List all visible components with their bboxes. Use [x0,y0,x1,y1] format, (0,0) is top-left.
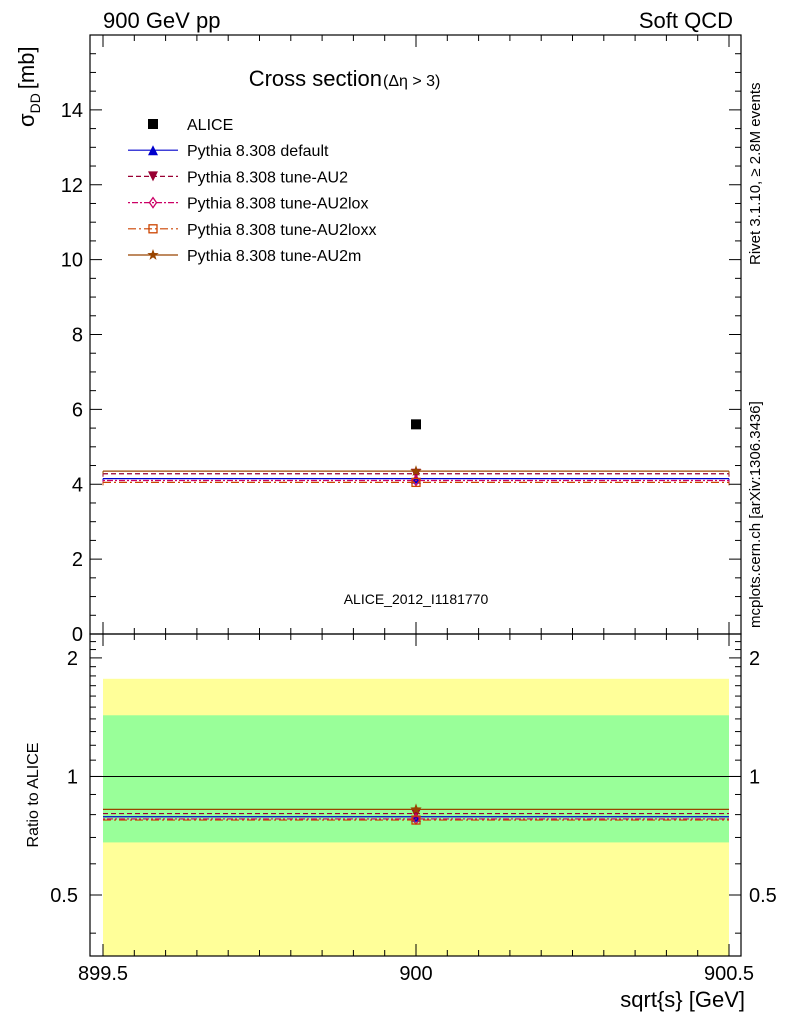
legend-marker [148,196,158,209]
x-tick-label: 900.5 [704,963,754,985]
main-panel: 0 2 4 6 8 10 12 14 Cross section (Δη > 3) ALICE… [14,34,742,646]
legend-label: Pythia 8.308 default [187,143,329,160]
ratio-panel: 0.5 0.5 1 1 2 2 Ratio to ALICE [25,633,777,957]
y-tick-label: 0 [72,624,83,646]
y-tick-label: 10 [61,250,83,272]
plot-title: Cross section [249,66,382,91]
ratio-tick-label: 0.5 [50,885,78,907]
data-point [411,419,421,430]
x-tick-label: 900 [399,963,432,985]
legend-marker [148,171,158,182]
series-marker [411,477,421,488]
legend-marker [148,145,158,156]
legend-marker [148,224,158,234]
x-axis-label: sqrt{s} [GeV] [620,987,745,1012]
svg-text:σDD[mb]: σDD [mb] [14,46,43,127]
legend-label: Pythia 8.308 tune-AU2 [187,169,348,186]
legend-marker [148,119,158,129]
y-tick-label: 8 [72,325,83,347]
y-axis-label: σDD [mb] [14,46,43,127]
x-tick-label: 899.5 [78,963,128,985]
plot-title-subscript: (Δη > 3) [383,73,440,90]
ratio-series-marker [410,803,422,815]
ratio-tick-label-right: 0.5 [749,885,777,907]
y-tick-label: 6 [72,399,83,421]
ratio-tick-label-right: 2 [749,648,760,670]
side-label-rivet: Rivet 3.1.10, ≥ 2.8M events [747,83,764,266]
ratio-tick-label: 2 [67,648,78,670]
side-label-mcplots: mcplots.cern.ch [arXiv:1306.3436] [747,401,764,628]
y-tick-label: 14 [61,100,83,122]
header-left: 900 GeV pp [103,8,220,33]
ratio-series-marker [411,815,421,825]
ratio-tick-label: 1 [67,766,78,788]
legend-label: Pythia 8.308 tune-AU2lox [187,196,368,213]
legend-label: ALICE [187,117,233,134]
y-tick-label: 2 [72,549,83,571]
y-axis-sigma: σ [14,113,39,127]
legend-marker [147,249,159,260]
y-axis-unit: [mb] [14,46,39,89]
legend-label: Pythia 8.308 tune-AU2m [187,248,361,265]
watermark: ALICE_2012_I1181770 [344,591,489,607]
y-tick-label: 4 [72,474,83,496]
ratio-y-label: Ratio to ALICE [25,743,42,848]
y-tick-label: 12 [61,175,83,197]
ratio-tick-label-right: 1 [749,766,760,788]
header-right: Soft QCD [639,8,733,33]
y-axis-subscript: DD [27,93,43,113]
series-marker [410,465,422,476]
legend: ALICE Pythia 8.308 default Pythia 8.308 tu… [128,117,376,265]
legend-label: Pythia 8.308 tune-AU2loxx [187,222,376,239]
